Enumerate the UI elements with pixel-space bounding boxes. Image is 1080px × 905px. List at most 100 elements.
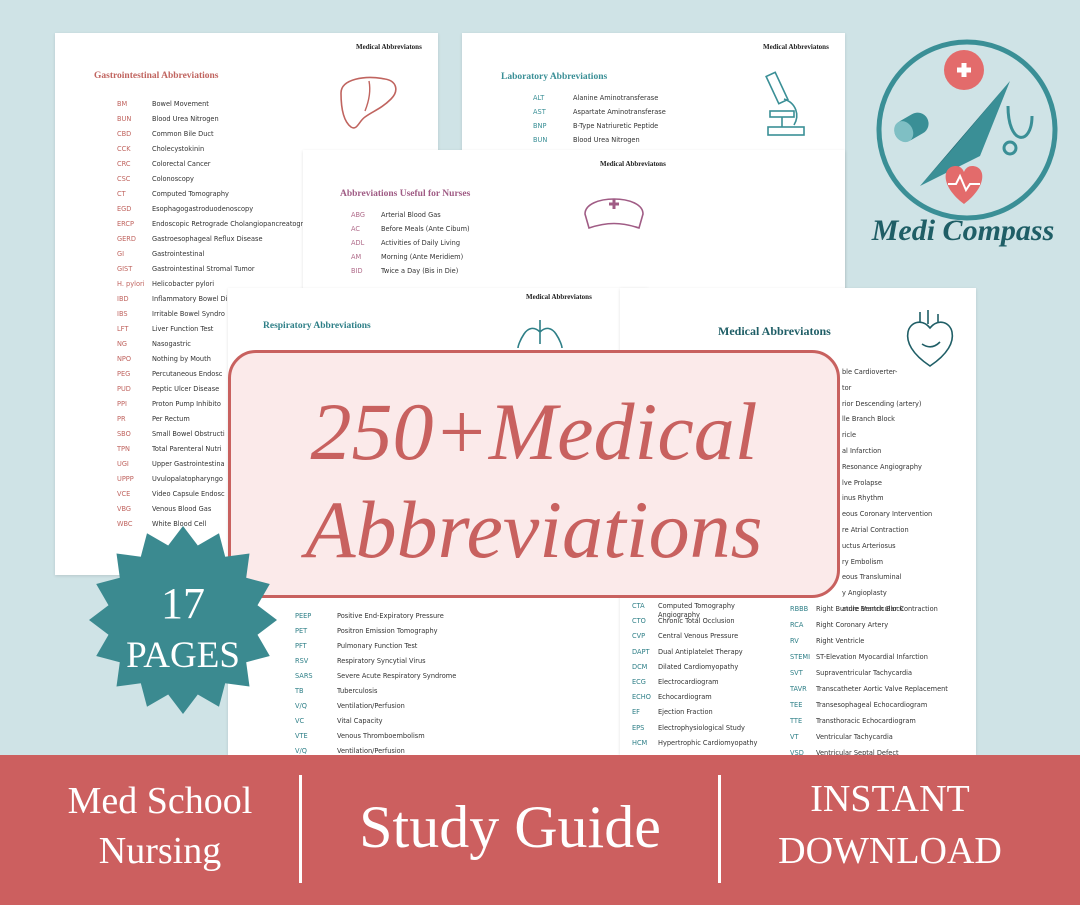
page-title: Abbreviations Useful for Nurses xyxy=(340,189,471,199)
badge-star xyxy=(89,526,277,714)
meaning: Vital Capacity xyxy=(337,717,383,725)
meaning-fragment: ry Embolism xyxy=(842,557,884,566)
abbreviation: IBS xyxy=(117,310,128,318)
meaning: Pulmonary Function Test xyxy=(337,642,418,650)
abbreviation: GI xyxy=(117,250,125,258)
abbreviation: CSC xyxy=(117,175,131,183)
meaning: Venous Blood Gas xyxy=(152,505,212,513)
page-title: Medical Abbreviatons xyxy=(718,324,831,338)
abbreviation: CTA xyxy=(632,602,645,610)
abbreviation: PEEP xyxy=(295,612,312,620)
meaning: Positive End-Expiratory Pressure xyxy=(337,612,444,620)
meaning: Cholecystokinin xyxy=(152,145,205,153)
meaning: Colonoscopy xyxy=(152,175,194,183)
meaning: Common Bile Duct xyxy=(152,130,214,138)
abbreviation: H. pylori xyxy=(117,280,145,288)
meaning: Transesophageal Echocardiogram xyxy=(816,701,928,709)
meaning: Gastrointestinal xyxy=(152,250,205,258)
heart-icon xyxy=(906,310,954,367)
abbreviation: SBO xyxy=(117,430,131,438)
meaning: Transthoracic Echocardiogram xyxy=(816,717,916,725)
abbreviation: AC xyxy=(351,225,360,233)
page-title: Gastrointestinal Abbreviations xyxy=(94,71,219,81)
meaning-fragment: ature Ventricular Contraction xyxy=(842,605,938,613)
meaning: Ventilation/Perfusion xyxy=(337,702,405,710)
meaning: Positron Emission Tomography xyxy=(337,627,438,635)
meaning-fragment: al Infarction xyxy=(842,447,882,455)
meaning-fragment: uctus Arteriosus xyxy=(842,541,896,550)
meaning: Tuberculosis xyxy=(337,687,378,695)
meaning: Peptic Ulcer Disease xyxy=(152,385,220,393)
abbreviation: TAVR xyxy=(790,685,807,693)
meaning-fragment: tor xyxy=(842,383,852,392)
meaning: Small Bowel Obstructi xyxy=(152,430,225,438)
abbreviation: LFT xyxy=(117,325,129,333)
banner: 250+Medical Abbreviations xyxy=(228,350,840,598)
meaning-fragment: eous Coronary Intervention xyxy=(842,510,933,519)
abbreviation: CTO xyxy=(632,617,646,626)
meaning: Ejection Fraction xyxy=(658,708,713,717)
meaning: Right Bundle Branch Block xyxy=(816,605,904,613)
abbreviation: VSD xyxy=(790,749,804,755)
meaning: Dual Antiplatelet Therapy xyxy=(658,647,743,656)
abbreviation: TEE xyxy=(790,701,803,709)
abbreviation: ABG xyxy=(351,211,366,219)
meaning-fragment: lve Prolapse xyxy=(842,478,882,487)
meaning: Right Ventricle xyxy=(816,637,865,645)
meaning: Gastroesophageal Reflux Disease xyxy=(152,235,263,243)
abbreviation: BM xyxy=(117,100,128,108)
meaning: Computed Tomography xyxy=(152,190,229,198)
badge: 17 PAGES xyxy=(89,526,277,714)
nurses-page: Medical Abbreviatons Abbreviations Usefu… xyxy=(303,150,845,300)
footer-left-1: Med School xyxy=(67,780,253,822)
meaning: Electrocardiogram xyxy=(658,678,719,686)
meaning-fragment: Resonance Angiography xyxy=(842,462,922,471)
meaning: Esophagogastroduodenoscopy xyxy=(152,205,254,213)
meaning-fragment: inus Rhythm xyxy=(842,494,884,503)
page-header: Medical Abbreviatons xyxy=(356,43,422,51)
meaning: Twice a Day (Bis in Die) xyxy=(381,267,459,275)
abbreviation: CVP xyxy=(632,632,646,641)
meaning: Nasogastric xyxy=(152,340,191,348)
meaning: Aspartate Aminotransferase xyxy=(573,108,666,116)
logo: Medi Compass xyxy=(871,39,1058,247)
meaning: Ventricular Tachycardia xyxy=(816,733,893,741)
nurse-cap-icon xyxy=(584,198,644,230)
abbreviation: EPS xyxy=(632,723,645,732)
meaning: Endoscopic Retrograde Cholangiopancreato… xyxy=(152,220,304,228)
abbreviation: VT xyxy=(790,733,799,741)
abbreviation: BID xyxy=(351,267,363,275)
page-header: Medical Abbreviatons xyxy=(526,293,592,301)
abbreviation: WBC xyxy=(117,520,133,528)
abbreviation: PUD xyxy=(117,385,131,393)
meaning: Bowel Movement xyxy=(152,100,209,108)
meaning: Colorectal Cancer xyxy=(152,160,211,168)
meaning-fragment: ricle xyxy=(842,431,857,440)
meaning: Electrophysiological Study xyxy=(658,723,745,732)
abbreviation: GERD xyxy=(117,235,136,243)
meaning: Uvulopalatopharyngo xyxy=(152,475,223,483)
meaning: Alanine Aminotransferase xyxy=(573,94,659,102)
meaning: Activities of Daily Living xyxy=(381,239,461,247)
meaning-fragment: eous Transluminal xyxy=(842,573,902,582)
abbreviation: CT xyxy=(117,190,126,198)
meaning: Ventricular Septal Defect xyxy=(816,749,899,755)
abbreviation: CCK xyxy=(117,145,131,153)
page-title: Laboratory Abbreviations xyxy=(501,72,608,82)
meaning: Right Coronary Artery xyxy=(816,621,889,629)
abbreviation: NPO xyxy=(117,355,132,363)
abbreviation: NG xyxy=(117,340,128,348)
abbreviation: VC xyxy=(295,717,305,725)
meaning: Ventilation/Perfusion xyxy=(337,747,405,755)
abbreviation: PFT xyxy=(295,642,307,650)
meaning: Echocardiogram xyxy=(658,693,712,702)
badge-label: PAGES xyxy=(126,635,240,676)
meaning: Gastrointestinal Stromal Tumor xyxy=(152,265,255,273)
abbreviation: TTE xyxy=(790,717,803,725)
meaning: Dilated Cardiomyopathy xyxy=(658,662,739,671)
meaning: Liver Function Test xyxy=(152,325,214,333)
meaning: Arterial Blood Gas xyxy=(381,211,441,219)
abbreviation: AST xyxy=(533,108,546,116)
abbreviation: STEMI xyxy=(790,653,811,661)
footer-right-2: DOWNLOAD xyxy=(778,830,1002,872)
